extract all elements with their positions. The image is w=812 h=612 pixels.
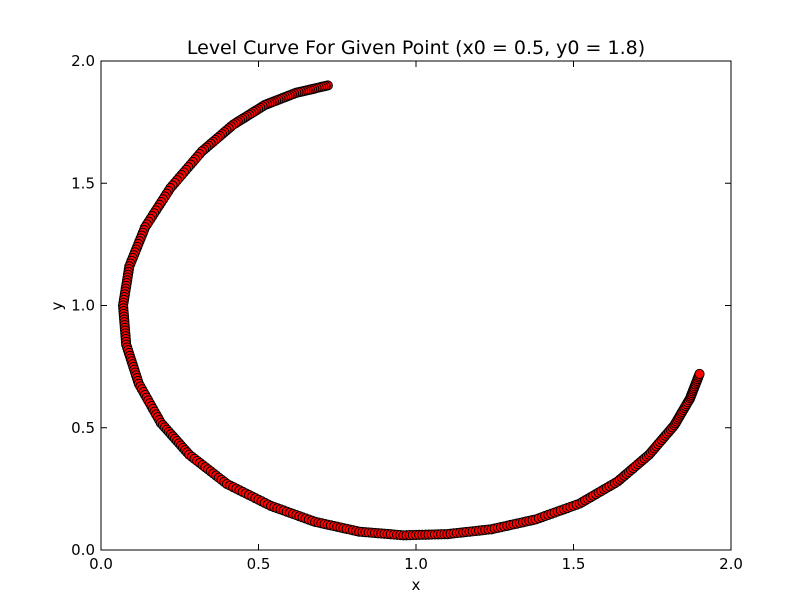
y-tick-label: 0.0 <box>71 541 95 559</box>
x-tick-label: 2.0 <box>719 555 743 573</box>
data-point <box>694 368 705 380</box>
x-tick-label: 1.5 <box>562 555 586 573</box>
plot-frame <box>100 60 732 551</box>
x-tick-label: 0.5 <box>247 555 271 573</box>
x-tick-label: 0.0 <box>89 555 113 573</box>
chart-title: Level Curve For Given Point (x0 = 0.5, y… <box>187 37 645 59</box>
y-axis-label: y <box>48 301 66 310</box>
y-tick-label: 1.5 <box>71 174 95 192</box>
y-tick-label: 1.0 <box>71 297 95 315</box>
y-tick-label: 0.5 <box>71 419 95 437</box>
y-tick-label: 2.0 <box>71 52 95 70</box>
x-axis-label: x <box>412 576 421 594</box>
data-layer <box>117 80 705 541</box>
axis-ticks <box>100 60 732 551</box>
tick-labels: 0.0 0.5 1.0 1.5 2.0 0.0 0.5 1.0 1.5 2.0 <box>71 52 743 573</box>
x-tick-label: 1.0 <box>404 555 428 573</box>
